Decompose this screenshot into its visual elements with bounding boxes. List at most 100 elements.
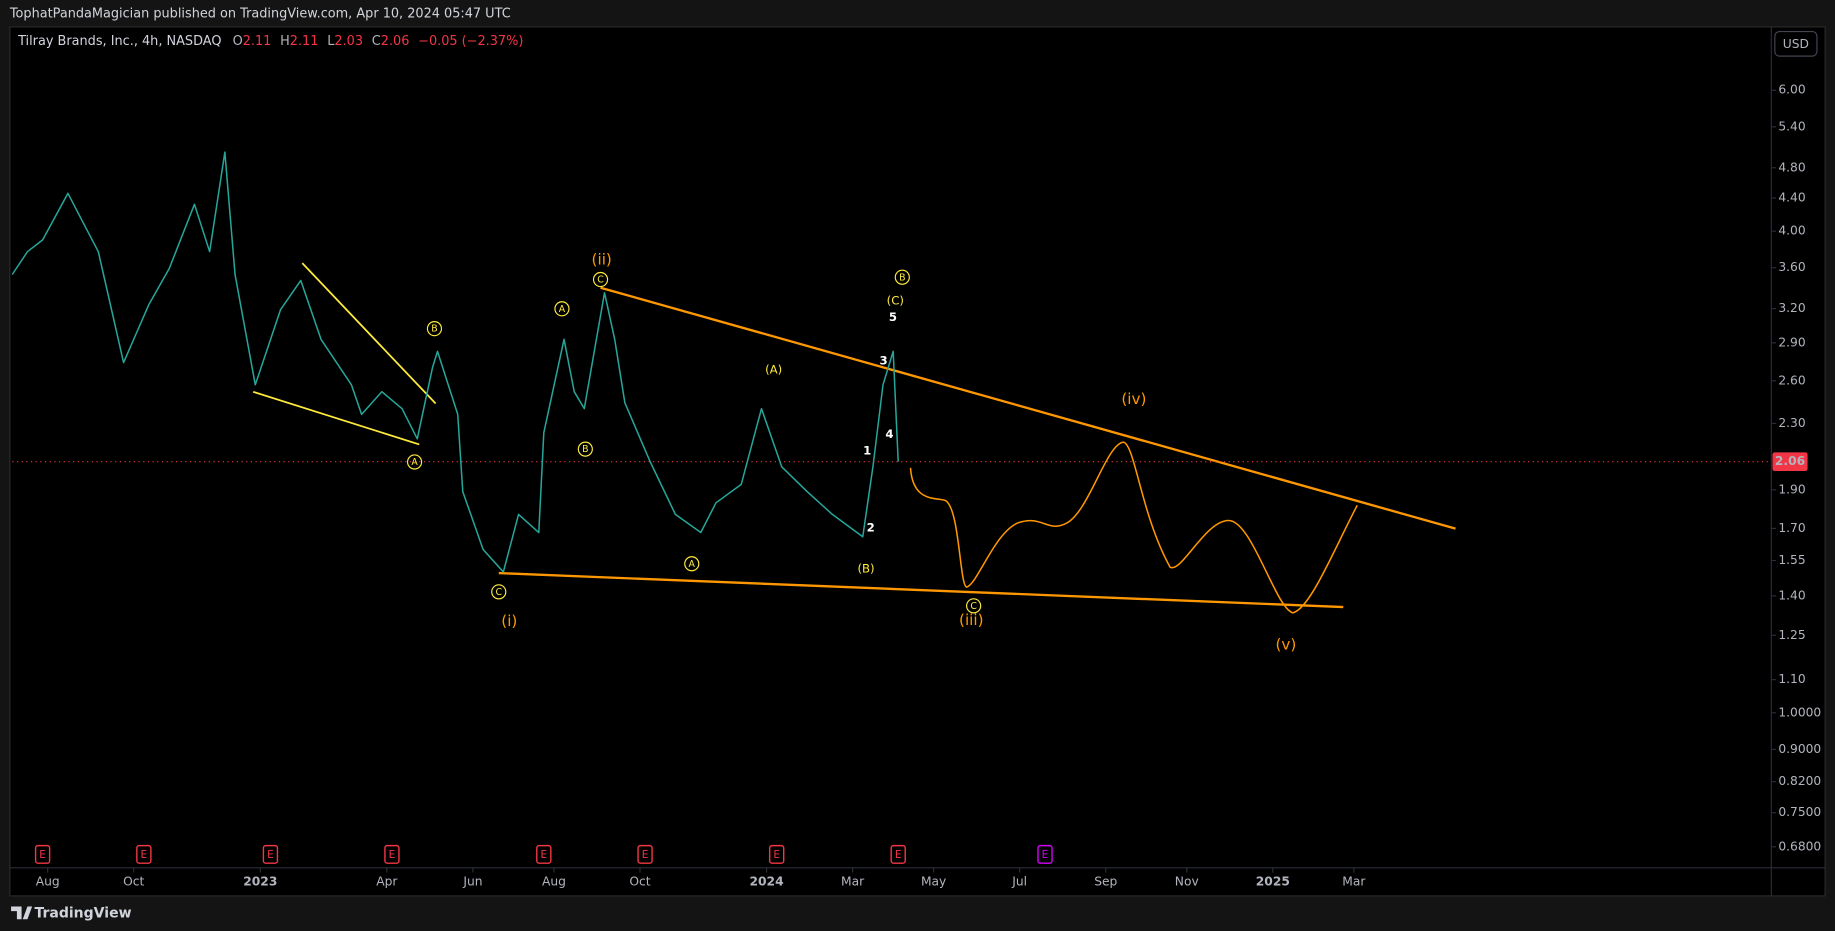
currency-label: USD — [1783, 37, 1809, 51]
event-marker — [1037, 844, 1053, 864]
wave-circle — [684, 556, 700, 572]
wave-circle — [894, 269, 910, 285]
wave-label: C — [496, 587, 503, 598]
brand-logo — [11, 906, 33, 920]
wave-label: (B) — [857, 562, 874, 576]
event-marker — [768, 844, 785, 864]
x-tick-label: Mar — [841, 874, 865, 888]
y-tick-label: 1.40 — [1778, 588, 1805, 602]
brand-name: TradingView — [34, 905, 131, 921]
x-tick-label: Nov — [1175, 874, 1199, 888]
y-tick-label: 0.8200 — [1778, 774, 1821, 788]
event-label: E — [773, 849, 780, 861]
ohlc-value: 2.03 — [334, 33, 363, 48]
publisher-line: TophatPandaMagician published on Trading… — [9, 7, 511, 22]
wave-label: A — [411, 457, 418, 468]
y-tick-label: 6.00 — [1778, 83, 1805, 97]
event-marker — [384, 844, 400, 864]
x-tick-label: 2024 — [749, 874, 783, 888]
chart-panel — [9, 26, 1826, 897]
wave-label: 1 — [863, 443, 871, 457]
wave-label: B — [582, 444, 588, 455]
wave-label: A — [559, 304, 566, 315]
wave-label: C — [597, 275, 604, 286]
event-label: E — [895, 849, 902, 861]
y-tick-label: 2.90 — [1778, 335, 1805, 349]
wave-circle — [966, 598, 982, 614]
wave-label: A — [689, 559, 696, 570]
wave-label: (iv) — [1121, 390, 1146, 408]
wave-circle — [491, 584, 507, 600]
wave-label: 3 — [880, 353, 888, 367]
symbol-legend: Tilray Brands, Inc., 4h, NASDAQ O2.11 H2… — [17, 33, 523, 48]
event-label: E — [389, 849, 396, 861]
ohlc-value: 2.11 — [243, 33, 272, 48]
x-tick-label: 2023 — [243, 874, 277, 888]
price-change: −0.05 (−2.37%) — [418, 33, 523, 48]
wave-label: C — [970, 601, 977, 612]
event-label: E — [540, 849, 547, 861]
projection-path — [909, 441, 1358, 614]
wave-label: 5 — [889, 310, 897, 324]
wave-label: (iii) — [959, 611, 984, 629]
event-marker — [262, 844, 279, 864]
event-marker — [637, 844, 653, 864]
x-tick-label: Aug — [36, 874, 60, 888]
y-tick-label: 5.40 — [1778, 119, 1805, 133]
ohlc-key: H — [280, 33, 290, 48]
x-tick-label: Sep — [1094, 874, 1117, 888]
y-tick-label: 2.60 — [1778, 373, 1805, 387]
event-marker — [890, 844, 906, 864]
event-label: E — [141, 849, 148, 861]
wave-label: B — [899, 272, 905, 283]
x-tick-label: Mar — [1342, 874, 1366, 888]
wave-label: 2 — [867, 521, 875, 535]
x-tick-label: Oct — [629, 874, 650, 888]
y-tick-label: 1.10 — [1778, 672, 1805, 686]
wave-label: B — [431, 324, 437, 335]
x-tick-label: Aug — [542, 874, 566, 888]
y-tick-label: 0.6800 — [1778, 839, 1821, 853]
y-tick-label: 0.7500 — [1778, 805, 1821, 819]
wave-label: (C) — [887, 294, 904, 308]
y-tick-label: 1.70 — [1778, 521, 1805, 535]
wave-circle — [577, 441, 593, 457]
wave-label: (i) — [501, 612, 517, 630]
wedge-line — [252, 390, 420, 446]
x-tick-label: Jul — [1011, 874, 1027, 888]
wave-label: 4 — [885, 427, 893, 441]
wave-circle — [426, 321, 443, 337]
currency-button[interactable] — [1774, 30, 1818, 57]
event-marker — [536, 844, 552, 864]
wave-circle — [406, 454, 423, 470]
price-badge — [1772, 452, 1808, 472]
y-tick-label: 4.00 — [1778, 224, 1805, 238]
trend-line — [600, 286, 1456, 530]
event-marker — [34, 844, 51, 864]
event-marker — [136, 844, 152, 864]
wave-label: (A) — [765, 363, 782, 377]
y-tick-label: 1.25 — [1778, 628, 1805, 642]
y-tick-label: 1.0000 — [1778, 705, 1821, 719]
y-tick-label: 1.55 — [1778, 553, 1805, 567]
x-tick-label: May — [921, 874, 946, 888]
y-tick-label: 3.20 — [1778, 301, 1805, 315]
x-tick-label: Apr — [376, 874, 398, 888]
footer: TradingView — [11, 905, 132, 921]
y-tick-label: 1.90 — [1778, 482, 1805, 496]
wedge-line — [301, 262, 437, 405]
wave-label: (ii) — [592, 251, 612, 269]
x-tick-label: 2025 — [1256, 874, 1290, 888]
y-tick-label: 2.30 — [1778, 416, 1805, 430]
wave-circle — [554, 301, 570, 317]
ohlc-key: L — [327, 33, 335, 48]
event-label: E — [39, 849, 46, 861]
ohlc-value: 2.11 — [290, 33, 319, 48]
x-tick-label: Oct — [123, 874, 144, 888]
trend-line — [498, 571, 1344, 609]
price-badge-label: 2.06 — [1775, 454, 1805, 468]
y-tick-label: 4.80 — [1778, 160, 1805, 174]
y-tick-label: 4.40 — [1778, 191, 1805, 205]
